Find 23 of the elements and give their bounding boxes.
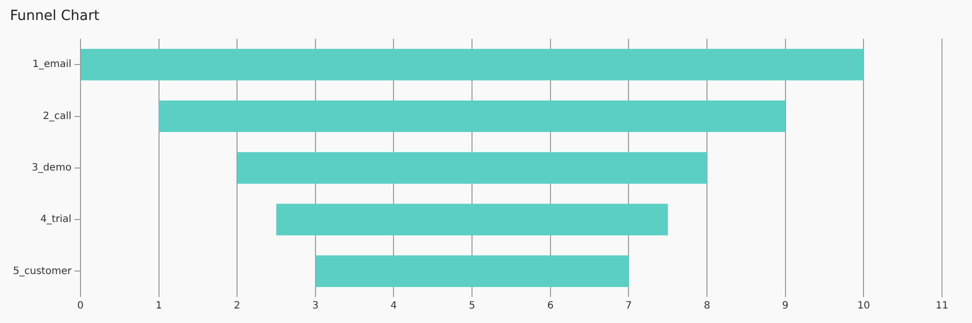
x-tick-label: 5 bbox=[468, 300, 476, 312]
y-tick-label: 3_demo bbox=[32, 162, 72, 174]
bar bbox=[315, 255, 629, 287]
x-tick-label: 4 bbox=[390, 300, 397, 312]
x-tick-label: 2 bbox=[234, 300, 240, 312]
chart-title: Funnel Chart bbox=[10, 8, 100, 24]
x-tick-label: 3 bbox=[312, 300, 319, 312]
y-tick-label: 5_customer bbox=[13, 266, 72, 277]
y-tick-label: 1_email bbox=[32, 59, 72, 70]
y-tick-label: 4_trial bbox=[40, 214, 72, 226]
x-tick-label: 9 bbox=[782, 300, 789, 312]
bar bbox=[276, 204, 668, 236]
y-tick-label: 2_call bbox=[42, 110, 72, 122]
x-tick-label: 7 bbox=[626, 300, 632, 312]
bar bbox=[158, 100, 786, 132]
x-tick-label: 8 bbox=[704, 300, 710, 312]
x-tick-label: 0 bbox=[77, 300, 84, 312]
bar bbox=[237, 152, 708, 184]
x-tick-label: 11 bbox=[936, 300, 948, 312]
x-tick-label: 1 bbox=[156, 300, 162, 312]
bar bbox=[80, 48, 864, 80]
x-tick-label: 6 bbox=[547, 300, 554, 312]
x-tick-label: 10 bbox=[857, 300, 870, 312]
